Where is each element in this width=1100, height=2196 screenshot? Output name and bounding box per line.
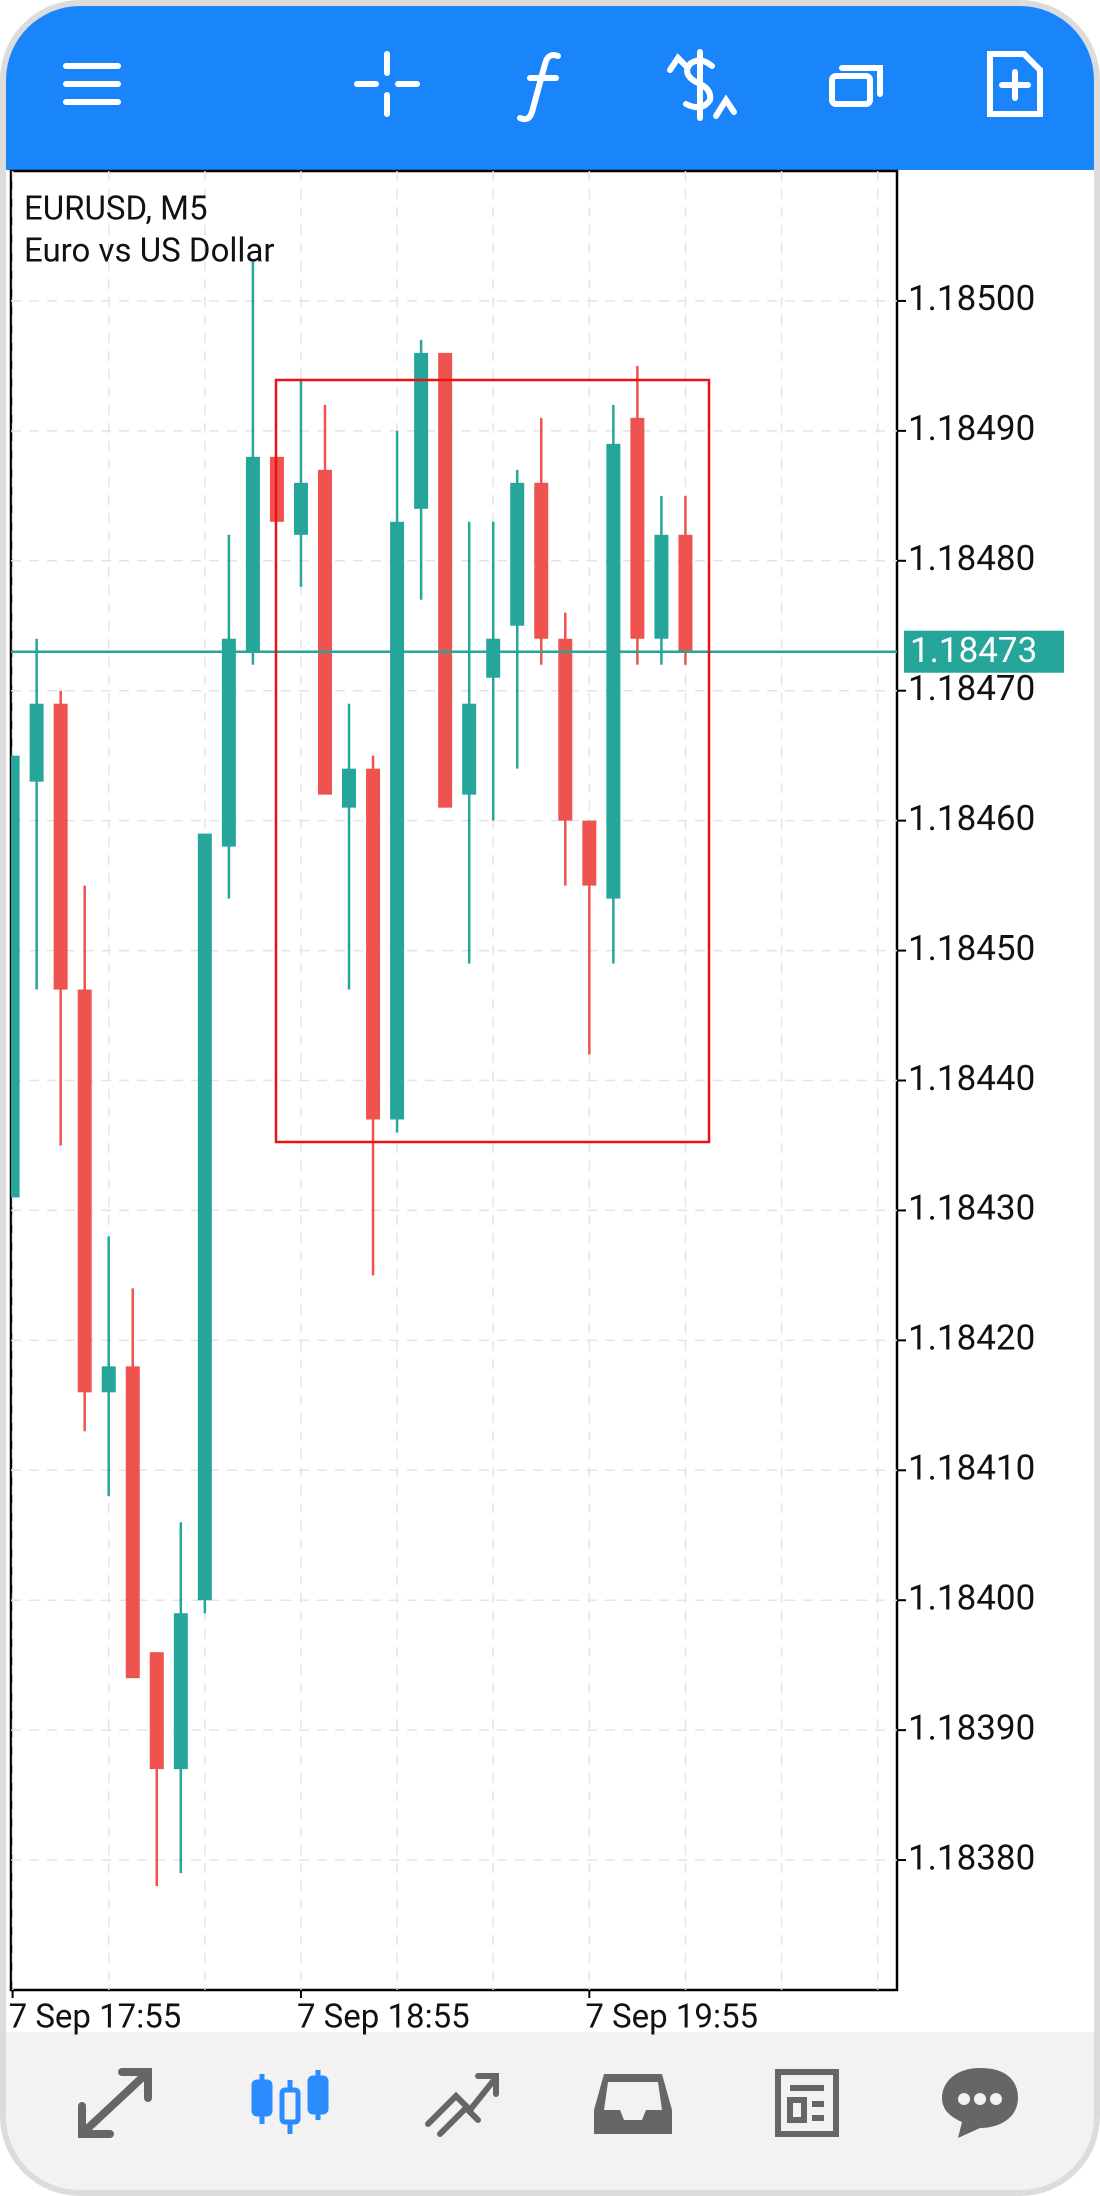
y-tick-label: 1.18480 [908, 538, 1035, 579]
y-tick-label: 1.18420 [908, 1318, 1035, 1359]
chart-subtitle: Euro vs US Dollar [24, 232, 275, 271]
screen: EURUSD, M5 Euro vs US Dollar 1.18500 1.18… [6, 6, 1094, 2190]
candle-body [221, 638, 236, 847]
plot-area [11, 171, 897, 1990]
y-tick-label: 1.18440 [908, 1058, 1035, 1099]
trade-button[interactable] [667, 49, 737, 121]
toolbar [6, 6, 1094, 170]
last-price-badge [904, 630, 1064, 673]
candle-body [53, 703, 68, 990]
candle-body [293, 482, 308, 535]
candle-body [558, 638, 573, 821]
candle-body [29, 703, 44, 782]
y-tick-label: 1.18470 [908, 668, 1035, 709]
trade-tab[interactable] [425, 2073, 499, 2137]
candle-body [486, 638, 501, 678]
highlight-box [274, 378, 711, 1144]
candle-body [125, 1366, 140, 1679]
y-tick-label: 1.18490 [908, 408, 1035, 449]
candle-body [438, 352, 453, 808]
y-tick-label: 1.18400 [908, 1577, 1035, 1618]
candle-body [173, 1613, 188, 1770]
history-tab[interactable] [594, 2074, 672, 2134]
candle-body [149, 1652, 164, 1770]
candle-body [654, 534, 669, 639]
y-tick-label: 1.18410 [908, 1448, 1035, 1489]
candle-body [11, 755, 20, 1198]
candle-body [390, 521, 405, 1120]
candle-body [582, 820, 597, 886]
new-order-button[interactable] [987, 51, 1043, 117]
candle-body [510, 482, 525, 626]
y-tick-label: 1.18500 [908, 278, 1035, 319]
y-tick-label: 1.18430 [908, 1188, 1035, 1229]
y-tick-label: 1.18380 [908, 1837, 1035, 1878]
candle-body [245, 456, 260, 652]
x-tick-label: 7 Sep 17:55 [9, 1998, 182, 2037]
y-tick-label: 1.18390 [908, 1707, 1035, 1748]
chart-tab[interactable] [251, 2070, 329, 2134]
candle-body [534, 482, 549, 639]
chat-tab[interactable] [942, 2068, 1018, 2138]
y-tick-label: 1.18460 [908, 798, 1035, 839]
candle-body [678, 534, 693, 652]
candle-body [462, 703, 477, 795]
candle-body [606, 443, 621, 899]
quotes-tab[interactable] [78, 2068, 152, 2138]
chart-title: EURUSD, M5 [24, 190, 208, 229]
x-tick-label: 7 Sep 18:55 [297, 1998, 470, 2037]
news-tab[interactable] [775, 2069, 839, 2137]
candle-body [317, 469, 332, 795]
bottom-nav [6, 2032, 1094, 2190]
last-price-label: 1.18473 [910, 630, 1037, 671]
candle-body [342, 768, 357, 808]
candle-body [366, 768, 381, 1120]
candle-body [77, 989, 92, 1393]
candle-body [101, 1366, 116, 1393]
candle-body [630, 417, 645, 639]
candle-body [197, 833, 212, 1601]
candle-body [414, 352, 429, 509]
crosshair-button[interactable] [354, 51, 420, 117]
x-tick-label: 7 Sep 19:55 [585, 1998, 758, 2037]
indicators-button[interactable] [517, 52, 561, 123]
windows-button[interactable] [829, 65, 883, 107]
y-tick-label: 1.18450 [908, 928, 1035, 969]
menu-button[interactable] [63, 63, 121, 105]
